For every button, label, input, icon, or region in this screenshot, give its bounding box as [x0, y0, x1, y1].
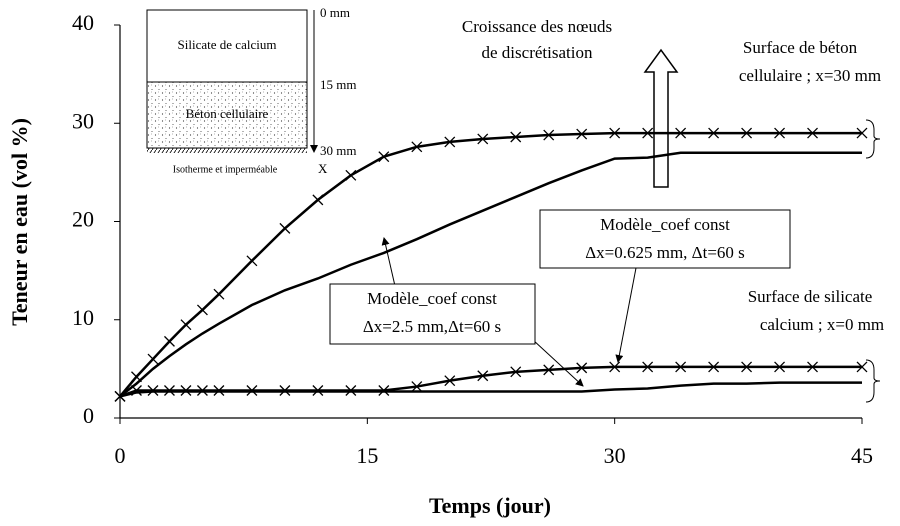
marker: [856, 361, 868, 373]
marker: [147, 353, 159, 365]
marker: [411, 141, 423, 153]
inset-label: Silicate de calcium: [178, 37, 277, 52]
marker: [774, 361, 786, 373]
inset: Silicate de calcium Béton cellulaire 0 m…: [146, 5, 356, 176]
marker: [741, 127, 753, 139]
brace: [865, 359, 881, 403]
marker: [675, 127, 687, 139]
annotation: cellulaire ; x=30 mm: [739, 66, 881, 85]
brace: [865, 119, 881, 159]
inset-layer: [146, 81, 308, 149]
x-tick-label: 15: [356, 443, 378, 468]
marker: [609, 361, 621, 373]
marker: [378, 151, 390, 163]
marker: [345, 169, 357, 181]
marker: [477, 370, 489, 382]
x-tick-label: 30: [604, 443, 626, 468]
y-tick-label: 40: [72, 10, 94, 35]
marker: [164, 335, 175, 347]
marker: [444, 136, 456, 148]
marker: [856, 127, 868, 139]
inset-label: Isotherme et imperméable: [173, 164, 278, 175]
annotation: calcium ; x=0 mm: [760, 315, 884, 334]
y-tick-label: 0: [83, 403, 94, 428]
inset-depth: 15 mm: [320, 77, 356, 92]
annotation: Modèle_coef const: [367, 289, 497, 308]
inset-depth: 30 mm: [320, 143, 356, 158]
annotation: Surface de béton: [743, 38, 858, 57]
marker: [741, 361, 753, 373]
x-tick-label: 45: [851, 443, 873, 468]
marker: [708, 361, 720, 373]
marker: [180, 319, 192, 331]
inset-depth: 0 mm: [320, 5, 350, 20]
marker: [642, 127, 654, 139]
marker: [312, 194, 324, 206]
marker: [246, 255, 258, 267]
marker: [510, 366, 522, 378]
marker: [807, 127, 818, 139]
inset-layer: [146, 9, 308, 83]
y-tick-label: 20: [72, 207, 94, 232]
marker: [477, 133, 489, 145]
series-line: [119, 151, 862, 398]
marker: [213, 288, 225, 300]
marker: [196, 304, 208, 316]
marker: [609, 127, 621, 139]
annotation: de discrétisation: [482, 43, 593, 62]
inset-hatch: [147, 148, 307, 153]
annotation: Croissance des nœuds: [462, 17, 612, 36]
series-line: [119, 381, 862, 398]
marker: [444, 375, 456, 387]
annotation: Surface de silicate: [748, 287, 873, 306]
callout-arrow: [381, 237, 396, 287]
callout-arrow: [615, 267, 637, 363]
marker: [411, 381, 423, 393]
marker: [510, 131, 522, 143]
callout-box: [539, 209, 791, 269]
marker: [576, 128, 588, 140]
marker: [543, 364, 555, 376]
annotation: Modèle_coef const: [600, 215, 730, 234]
marker: [675, 361, 687, 373]
marker: [543, 129, 555, 141]
marker: [576, 362, 588, 374]
inset-label: Béton cellulaire: [186, 106, 269, 121]
x-tick-label: 0: [115, 443, 126, 468]
y-tick-label: 10: [72, 305, 94, 330]
y-tick-label: 30: [72, 108, 94, 133]
inset-axis-label: X: [318, 161, 328, 176]
marker: [774, 127, 786, 139]
marker: [642, 361, 654, 373]
marker: [807, 361, 818, 373]
marker: [279, 222, 291, 234]
growth-arrow: [643, 48, 679, 188]
callout-box: [329, 283, 536, 345]
marker: [708, 127, 720, 139]
y-axis-title: Teneur en eau (vol %): [7, 118, 32, 326]
annotation: Δx=2.5 mm,Δt=60 s: [363, 317, 501, 336]
annotation: Δx=0.625 mm, Δt=60 s: [585, 243, 745, 262]
x-axis-title: Temps (jour): [429, 493, 551, 518]
